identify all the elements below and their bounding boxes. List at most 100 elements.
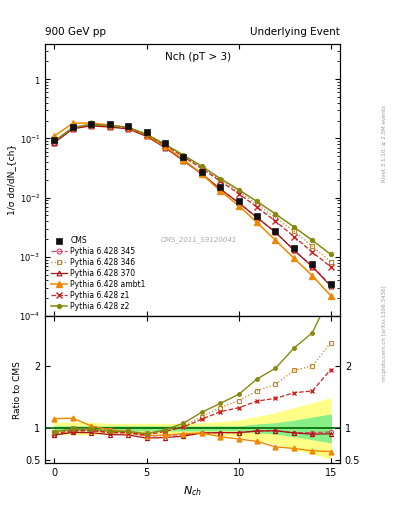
Pythia 6.428 370 [181, 158, 186, 164]
Pythia 6.428 z2 [89, 121, 94, 127]
Pythia 6.428 370 [236, 200, 241, 206]
Pythia 6.428 370 [163, 144, 167, 151]
Pythia 6.428 z1 [70, 125, 75, 131]
Pythia 6.428 z2 [310, 237, 315, 243]
Pythia 6.428 z2 [126, 124, 130, 131]
Pythia 6.428 ambt1 [329, 293, 333, 299]
Pythia 6.428 z2 [70, 124, 75, 131]
CMS [107, 121, 112, 127]
Legend: CMS, Pythia 6.428 345, Pythia 6.428 346, Pythia 6.428 370, Pythia 6.428 ambt1, P: CMS, Pythia 6.428 345, Pythia 6.428 346,… [49, 234, 147, 312]
Pythia 6.428 346 [181, 153, 186, 159]
CMS [52, 137, 57, 143]
Pythia 6.428 z1 [52, 139, 57, 145]
Pythia 6.428 370 [255, 215, 259, 221]
CMS [273, 228, 278, 234]
Pythia 6.428 z1 [163, 142, 167, 148]
Pythia 6.428 345 [273, 229, 278, 236]
CMS [255, 214, 259, 220]
Pythia 6.428 370 [310, 264, 315, 270]
Pythia 6.428 z2 [144, 131, 149, 137]
Line: Pythia 6.428 z2: Pythia 6.428 z2 [52, 122, 333, 257]
Pythia 6.428 346 [218, 177, 222, 183]
CMS [70, 124, 75, 130]
Pythia 6.428 ambt1 [70, 120, 75, 126]
Pythia 6.428 z1 [107, 123, 112, 129]
Text: Nch (pT > 3): Nch (pT > 3) [165, 52, 231, 61]
Pythia 6.428 346 [144, 131, 149, 137]
Pythia 6.428 345 [292, 247, 296, 253]
Pythia 6.428 370 [70, 126, 75, 132]
Pythia 6.428 z1 [126, 125, 130, 131]
Pythia 6.428 z2 [163, 141, 167, 147]
Line: Pythia 6.428 346: Pythia 6.428 346 [52, 121, 333, 264]
CMS [292, 245, 296, 251]
Y-axis label: 1/σ dσ/dN_{ch}: 1/σ dσ/dN_{ch} [7, 144, 17, 216]
CMS [199, 169, 204, 175]
Pythia 6.428 z2 [181, 152, 186, 158]
Line: Pythia 6.428 370: Pythia 6.428 370 [52, 123, 333, 289]
Pythia 6.428 346 [89, 121, 94, 127]
Pythia 6.428 370 [144, 133, 149, 139]
Pythia 6.428 z1 [236, 190, 241, 197]
Pythia 6.428 ambt1 [199, 171, 204, 177]
Pythia 6.428 346 [52, 138, 57, 144]
Line: CMS: CMS [51, 121, 334, 287]
Text: mcplots.cern.ch [arXiv:1306.3436]: mcplots.cern.ch [arXiv:1306.3436] [382, 285, 387, 380]
Pythia 6.428 z2 [52, 138, 57, 144]
Pythia 6.428 345 [52, 139, 57, 145]
Pythia 6.428 346 [236, 188, 241, 195]
Pythia 6.428 z2 [236, 187, 241, 193]
Pythia 6.428 z1 [181, 154, 186, 160]
Pythia 6.428 ambt1 [144, 132, 149, 138]
Pythia 6.428 z1 [89, 122, 94, 128]
Pythia 6.428 z2 [273, 211, 278, 217]
Pythia 6.428 z2 [218, 176, 222, 182]
Pythia 6.428 346 [273, 215, 278, 221]
Pythia 6.428 346 [126, 124, 130, 130]
Pythia 6.428 ambt1 [52, 133, 57, 139]
Pythia 6.428 345 [199, 171, 204, 177]
Pythia 6.428 345 [163, 143, 167, 150]
Pythia 6.428 370 [292, 247, 296, 253]
X-axis label: $N_{ch}$: $N_{ch}$ [183, 484, 202, 498]
Pythia 6.428 370 [199, 171, 204, 177]
Pythia 6.428 346 [163, 141, 167, 147]
Pythia 6.428 370 [52, 139, 57, 145]
Pythia 6.428 370 [89, 123, 94, 129]
Pythia 6.428 z1 [273, 218, 278, 224]
Pythia 6.428 346 [255, 201, 259, 207]
Pythia 6.428 z1 [329, 264, 333, 270]
Line: Pythia 6.428 z1: Pythia 6.428 z1 [51, 122, 334, 269]
Pythia 6.428 345 [144, 133, 149, 139]
Pythia 6.428 z1 [199, 165, 204, 172]
Pythia 6.428 346 [329, 259, 333, 265]
Pythia 6.428 ambt1 [292, 255, 296, 261]
CMS [163, 140, 167, 146]
Pythia 6.428 ambt1 [273, 237, 278, 243]
CMS [144, 129, 149, 135]
Pythia 6.428 345 [70, 125, 75, 132]
Pythia 6.428 370 [107, 124, 112, 130]
Y-axis label: Ratio to CMS: Ratio to CMS [13, 361, 22, 419]
CMS [126, 123, 130, 129]
Line: Pythia 6.428 345: Pythia 6.428 345 [52, 122, 333, 288]
Pythia 6.428 370 [218, 186, 222, 192]
Pythia 6.428 345 [236, 200, 241, 206]
Pythia 6.428 345 [218, 186, 222, 192]
Pythia 6.428 ambt1 [163, 143, 167, 150]
CMS [181, 154, 186, 160]
Pythia 6.428 z2 [255, 199, 259, 205]
Pythia 6.428 z1 [144, 132, 149, 138]
CMS [329, 281, 333, 287]
Pythia 6.428 345 [181, 157, 186, 163]
Pythia 6.428 z2 [199, 163, 204, 169]
Pythia 6.428 z2 [292, 224, 296, 230]
Pythia 6.428 ambt1 [310, 272, 315, 279]
Text: 900 GeV pp: 900 GeV pp [45, 27, 106, 37]
Pythia 6.428 z1 [218, 178, 222, 184]
Pythia 6.428 345 [310, 263, 315, 269]
Pythia 6.428 346 [292, 228, 296, 234]
Pythia 6.428 z2 [329, 251, 333, 258]
Pythia 6.428 346 [199, 165, 204, 171]
CMS [236, 198, 241, 204]
